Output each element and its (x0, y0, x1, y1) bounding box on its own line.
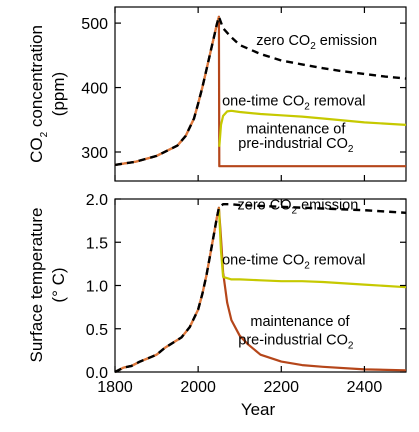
co2-plot-frame (114, 6, 407, 182)
co2-ytick-label: 300 (81, 145, 108, 162)
xtick-label: 2000 (180, 379, 216, 396)
temp-series-observed (114, 207, 220, 373)
temp-series-zero-emission (114, 203, 407, 374)
temp-annotation: maintenance of (250, 314, 350, 330)
co2-series-one-time-removal (218, 109, 407, 147)
temp-ytick-label: 0.5 (86, 322, 108, 339)
co2-annotation: zero CO2 emission (256, 33, 377, 52)
co2-concentration-panel: 300 400 500 zero CO2 emission one-time CO2 … (27, 6, 407, 182)
temp-ytick-label: 2.0 (86, 192, 108, 209)
temp-ytick-label: 0.0 (86, 365, 108, 382)
temp-annotation: one-time CO2 removal (222, 253, 365, 272)
temperature-panel: 0.0 0.5 1.0 1.5 2.0 1800 2000 2200 2400 zero CO2… (27, 192, 407, 419)
co2-ytick-label: 400 (81, 81, 108, 98)
temp-ytick-label: 1.5 (86, 235, 108, 252)
co2-ylabel: CO2 concentration (27, 25, 50, 163)
x-axis-label: Year (241, 400, 276, 419)
co2-ytick-label: 500 (81, 16, 108, 33)
co2-annotation: maintenance of (246, 121, 346, 137)
co2-annotation: pre-industrial CO2 (238, 136, 354, 155)
xtick-label: 2400 (347, 379, 383, 396)
xtick-label: 1800 (97, 379, 133, 396)
temp-series-one-time-removal (217, 207, 407, 289)
temperature-ylabel: Surface temperature (27, 208, 46, 363)
temperature-ylabel-unit: (° C) (49, 267, 68, 302)
xtick-label: 2200 (263, 379, 299, 396)
co2-series-zero-emission (114, 15, 407, 167)
temp-annotation: zero CO2 emission (238, 197, 359, 216)
co2-series-observed (114, 16, 220, 166)
temp-annotation: pre-industrial CO2 (238, 332, 354, 351)
co2-annotation: one-time CO2 removal (222, 94, 365, 113)
co2-ylabel-unit: (ppm) (49, 72, 68, 116)
temp-ytick-label: 1.0 (86, 279, 108, 296)
